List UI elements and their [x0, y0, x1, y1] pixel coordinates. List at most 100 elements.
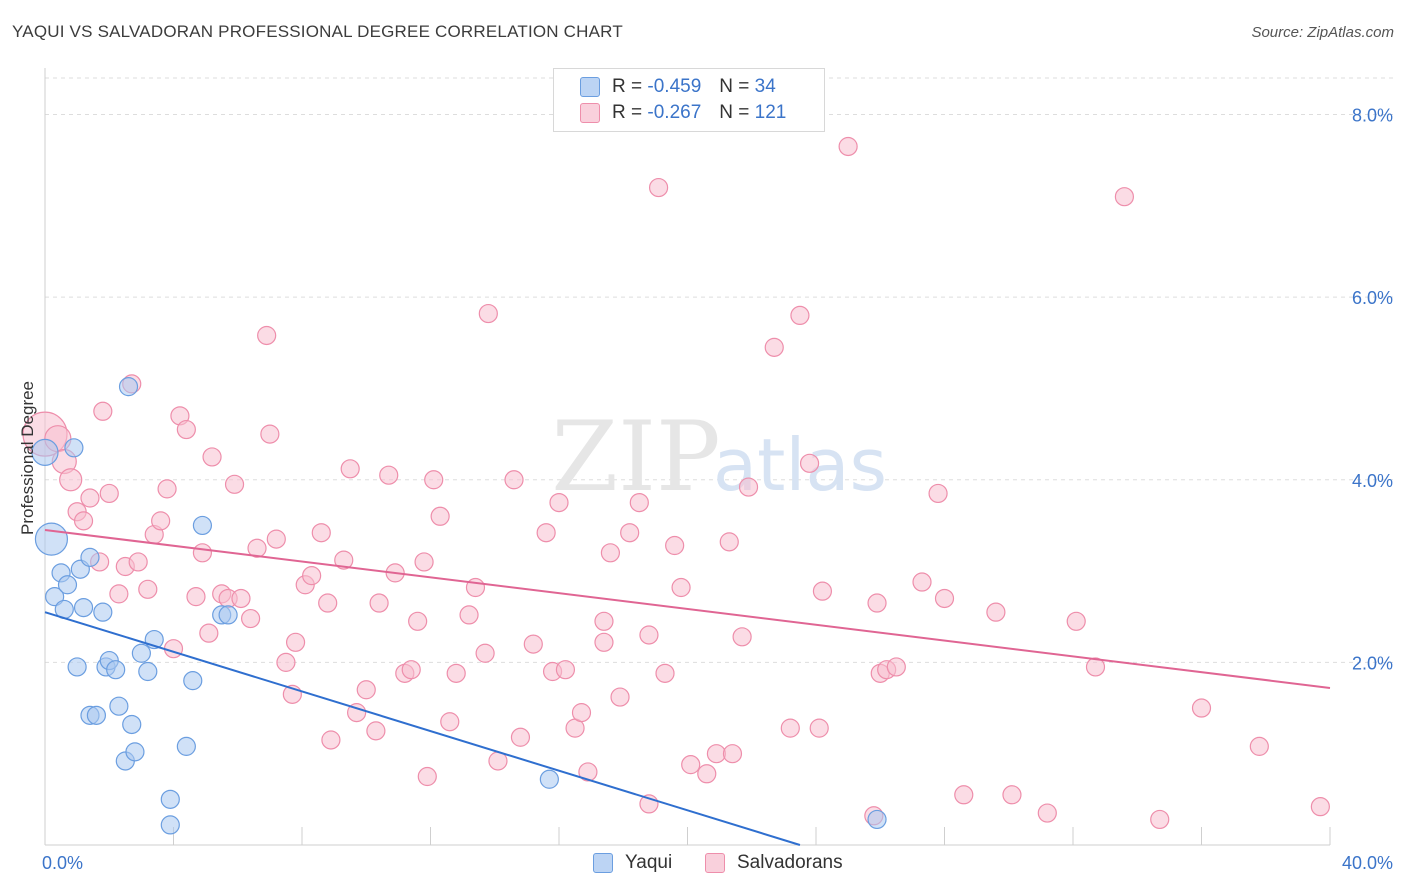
salvadorans-point: [257, 325, 277, 346]
salvadorans-point: [241, 608, 261, 629]
salvadorans-swatch: [580, 103, 600, 123]
yaqui-point: [160, 789, 180, 809]
salvadorans-point: [780, 718, 800, 738]
salvadorans-point: [302, 566, 322, 586]
salvadorans-point: [1085, 657, 1106, 677]
tick-labels: 2.0% 4.0% 6.0% 8.0% 0.0% 40.0%: [42, 106, 1393, 873]
yaqui-points: [31, 377, 887, 835]
y-tick-label: 2.0%: [1352, 653, 1393, 673]
salvadorans-point: [73, 511, 94, 531]
yaqui-point: [160, 815, 180, 835]
yaqui-swatch: [593, 853, 613, 873]
yaqui-point: [34, 522, 69, 556]
salvadorans-point: [732, 627, 752, 647]
legend-r-label: R =: [612, 102, 643, 123]
salvadorans-point: [276, 652, 296, 672]
salvadorans-point: [1150, 809, 1170, 830]
legend-n-value: 34: [754, 76, 776, 97]
salvadorans-point: [340, 459, 360, 479]
salvadorans-point: [59, 468, 83, 492]
yaqui-swatch: [580, 77, 600, 97]
salvadorans-point: [594, 632, 614, 652]
salvadorans-point: [790, 305, 810, 326]
salvadorans-point: [1037, 803, 1057, 823]
yaqui-point: [867, 809, 887, 830]
salvadorans-point: [424, 470, 444, 490]
salvadorans-swatch: [705, 853, 725, 873]
yaqui-point: [64, 438, 84, 458]
yaqui-point: [218, 605, 238, 625]
salvadorans-point: [549, 492, 569, 513]
salvadorans-point: [318, 593, 338, 613]
legend-r-value: -0.459: [647, 76, 702, 97]
salvadorans-point: [163, 639, 184, 659]
legend-n-value: 121: [754, 102, 787, 123]
salvadorans-point: [697, 764, 717, 784]
salvadorans-point: [764, 337, 784, 357]
salvadorans-point: [578, 762, 598, 782]
salvadorans-point: [510, 727, 531, 747]
y-tick-label: 6.0%: [1352, 288, 1393, 308]
salvadorans-point: [128, 552, 148, 572]
salvadorans-point: [414, 552, 434, 572]
salvadorans-point: [671, 577, 691, 598]
salvadorans-point: [192, 543, 213, 563]
salvadorans-point: [648, 177, 669, 198]
legend-label-yaqui: Yaqui: [625, 852, 673, 873]
salvadorans-point: [417, 766, 437, 787]
legend-r-value: -0.267: [647, 102, 702, 123]
yaqui-point: [183, 671, 203, 691]
legend-item-yaqui: Yaqui: [593, 852, 672, 874]
yaqui-point: [31, 438, 59, 466]
salvadorans-point: [285, 632, 306, 652]
trend-lines: [44, 528, 1331, 846]
salvadorans-point: [629, 492, 649, 513]
x-tick-label: 0.0%: [42, 853, 83, 873]
salvadorans-point: [224, 474, 245, 494]
salvadorans-point: [738, 477, 759, 497]
yaqui-point: [176, 736, 196, 756]
watermark-atlas: atlas: [713, 423, 887, 507]
salvadorans-point: [475, 643, 495, 663]
salvadorans-point: [886, 657, 906, 677]
correlation-legend: R = -0.459 N = 34 R = -0.267 N = 121: [553, 68, 825, 132]
yaqui-point: [118, 377, 139, 397]
yaqui-point: [125, 742, 145, 762]
salvadorans-point: [109, 584, 129, 604]
yaqui-point: [122, 714, 142, 735]
yaqui-point: [131, 643, 151, 663]
legend-r-label: R =: [612, 76, 643, 97]
legend-row-yaqui: R = -0.459 N = 34: [580, 74, 776, 100]
source-label: Source: ZipAtlas.com: [1251, 24, 1394, 41]
salvadorans-point: [719, 532, 739, 552]
salvadorans-point: [706, 744, 727, 764]
yaqui-point: [93, 602, 113, 622]
salvadorans-point: [620, 523, 640, 543]
x-tick-label: 40.0%: [1342, 853, 1393, 873]
salvadorans-point: [867, 593, 887, 613]
yaqui-point: [109, 696, 129, 716]
salvadorans-point: [440, 712, 460, 732]
legend-label-salvadorans: Salvadorans: [737, 852, 843, 873]
salvadorans-point: [99, 483, 119, 504]
salvadorans-point: [366, 721, 386, 741]
salvadorans-point: [1066, 611, 1086, 631]
salvadorans-point: [934, 588, 955, 609]
yaqui-point: [539, 769, 559, 789]
yaqui-point: [57, 575, 78, 595]
salvadorans-point: [311, 523, 331, 543]
salvadorans-point: [356, 680, 376, 700]
salvadorans-point: [408, 611, 428, 631]
chart-title: YAQUI VS SALVADORAN PROFESSIONAL DEGREE …: [12, 22, 623, 41]
salvadorans-point: [838, 136, 858, 157]
salvadorans-point: [809, 718, 829, 738]
salvadorans-point: [401, 660, 421, 680]
salvadorans-point: [260, 424, 280, 444]
salvadorans-point: [571, 703, 592, 723]
yaqui-point: [45, 587, 65, 607]
salvadorans-point: [1191, 698, 1212, 718]
salvadorans-point: [665, 535, 685, 556]
salvadorans-point: [199, 623, 219, 643]
salvadorans-point: [138, 579, 158, 599]
